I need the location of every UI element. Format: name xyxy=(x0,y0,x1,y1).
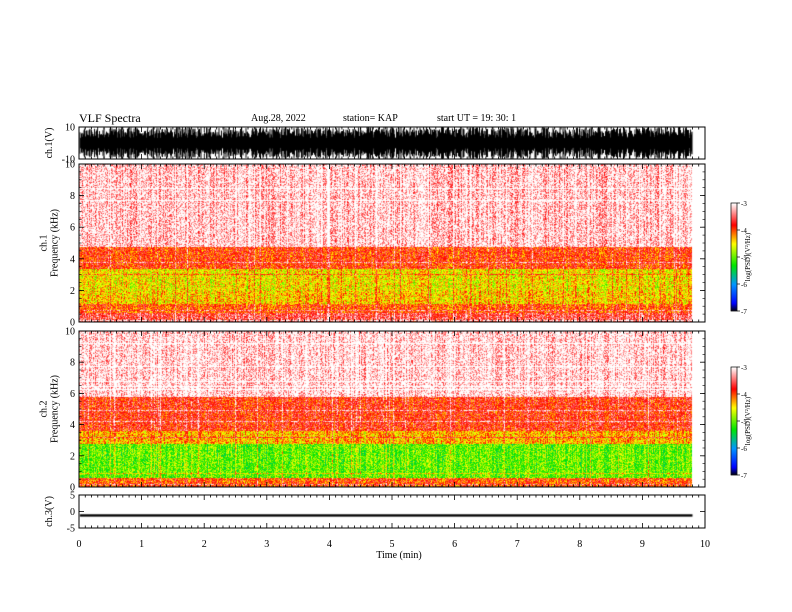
y-tick-label: 5 xyxy=(70,491,75,502)
y-tick-label: 10 xyxy=(65,160,75,171)
colorbar-tick-label: -3 xyxy=(741,200,747,208)
x-tick-label: 7 xyxy=(515,539,520,550)
colorbar-tick-label: -6 xyxy=(741,281,747,289)
x-tick-label: 2 xyxy=(202,539,207,550)
y-tick-label: 10 xyxy=(65,123,75,134)
y-tick-label: 8 xyxy=(70,191,75,202)
ch1-spectrogram-colorbar-label: log(PSD)(V²/Hz) xyxy=(744,232,752,281)
ch2-spectrogram-ylabel: ch.2 xyxy=(39,401,50,418)
ch1-spectrogram-ylabel: ch.1 xyxy=(39,235,50,252)
date-label: Aug.28, 2022 xyxy=(251,113,306,124)
ch2-spectrogram-ylabel: Frequency (kHz) xyxy=(50,375,61,443)
colorbar-tick-label: -5 xyxy=(741,254,747,262)
ch1-waveform-ylabel: ch.1(V) xyxy=(44,128,55,159)
x-tick-label: 0 xyxy=(77,539,82,550)
figure-title: VLF Spectra xyxy=(79,111,141,125)
x-tick-label: 9 xyxy=(640,539,645,550)
colorbar-tick-label: -4 xyxy=(741,391,747,399)
x-tick-label: 10 xyxy=(700,539,710,550)
ch3-waveform-ylabel: ch.3(V) xyxy=(44,496,55,527)
colorbar-tick-label: -7 xyxy=(741,472,747,480)
ch2-spectrogram-colorbar-label: log(PSD)(V²/Hz) xyxy=(744,396,752,445)
y-tick-label: 6 xyxy=(70,389,75,400)
y-tick-label: 2 xyxy=(70,451,75,462)
y-tick-label: -10 xyxy=(62,155,75,166)
x-tick-label: 3 xyxy=(264,539,269,550)
x-tick-label: 1 xyxy=(139,539,144,550)
y-tick-label: 2 xyxy=(70,286,75,297)
ch1-spectrogram-frame xyxy=(78,163,706,323)
y-tick-label: 10 xyxy=(65,327,75,338)
station-label: station= KAP xyxy=(343,113,398,124)
y-tick-label: 8 xyxy=(70,358,75,369)
y-tick-label: 0 xyxy=(70,483,75,494)
x-axis-label: Time (min) xyxy=(376,550,421,561)
x-tick-label: 5 xyxy=(390,539,395,550)
ch2-spectrogram-frame xyxy=(78,330,706,488)
ch1-spectrogram-ylabel: Frequency (kHz) xyxy=(50,209,61,277)
x-tick-label: 4 xyxy=(327,539,332,550)
y-tick-label: 0 xyxy=(70,507,75,518)
colorbar-tick-label: -4 xyxy=(741,227,747,235)
colorbar-tick-label: -5 xyxy=(741,418,747,426)
colorbar-tick-label: -3 xyxy=(741,364,747,372)
y-tick-label: 6 xyxy=(70,223,75,234)
y-tick-label: 0 xyxy=(70,318,75,329)
y-tick-label: 4 xyxy=(70,254,75,265)
y-tick-label: -5 xyxy=(67,524,75,535)
x-tick-label: 6 xyxy=(452,539,457,550)
y-tick-label: 4 xyxy=(70,420,75,431)
colorbar-tick-label: -7 xyxy=(741,308,747,316)
colorbar-tick-label: -6 xyxy=(741,445,747,453)
start-time-label: start UT = 19: 30: 1 xyxy=(437,113,517,124)
ch2-spectrogram-colorbar xyxy=(730,366,738,476)
x-tick-label: 8 xyxy=(577,539,582,550)
ch1-spectrogram-colorbar xyxy=(730,202,738,312)
